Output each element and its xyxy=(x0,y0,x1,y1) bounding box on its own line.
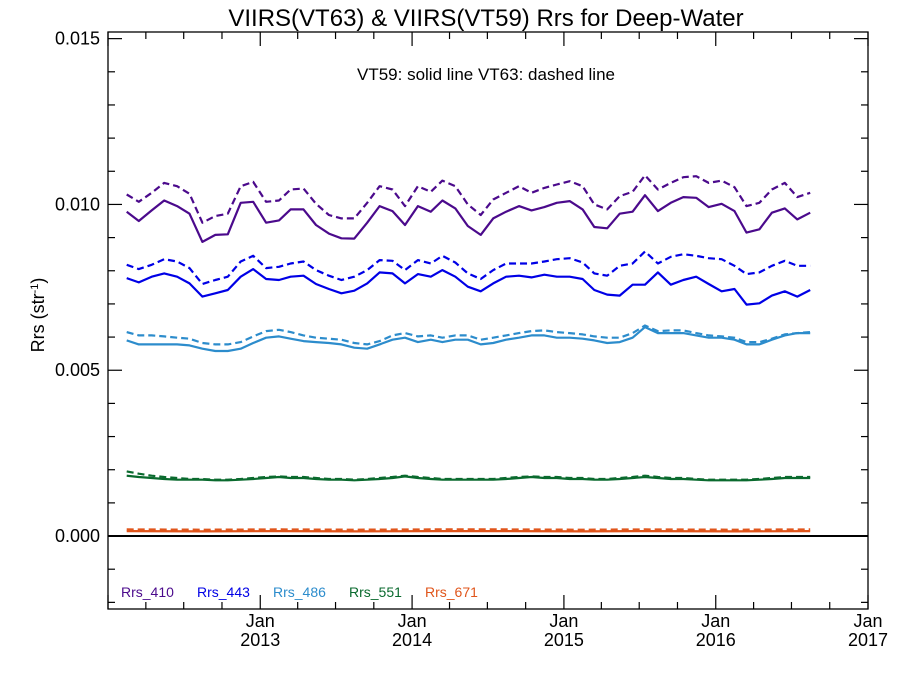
x-tick-month-label: Jan xyxy=(246,611,275,631)
y-tick-label: 0.000 xyxy=(55,526,100,546)
y-tick-label: 0.005 xyxy=(55,360,100,380)
axes-layer xyxy=(107,31,869,610)
series-rrs-486-vt59-line xyxy=(126,326,811,353)
plot-frame xyxy=(107,31,869,610)
y-tick-labels: 0.000 0.005 0.010 0.015 xyxy=(55,29,100,546)
x-tick-year-label: 2017 xyxy=(848,630,888,650)
legend-item-rrs-551: Rrs_551 xyxy=(349,584,402,600)
series-rrs-410-vt59-line xyxy=(126,194,811,243)
series-rrs-486-vt63-line xyxy=(126,324,811,346)
x-tick-month-label: Jan xyxy=(853,611,882,631)
legend-item-rrs-671: Rrs_671 xyxy=(425,584,478,600)
tick-marks xyxy=(107,32,869,609)
x-tick-year-label: 2014 xyxy=(392,630,432,650)
x-tick-month-label: Jan xyxy=(701,611,730,631)
y-axis-label: Rrs (str-1) xyxy=(28,278,48,353)
x-tick-year-label: 2016 xyxy=(696,630,736,650)
series-layer xyxy=(126,174,811,533)
x-tick-year-label: 2015 xyxy=(544,630,584,650)
series-rrs-443-vt63-line xyxy=(126,250,811,286)
chart-title: VIIRS(VT63) & VIIRS(VT59) Rrs for Deep-W… xyxy=(228,5,743,32)
series-rrs-410-vt63-line xyxy=(126,174,811,224)
legend-item-rrs-443: Rrs_443 xyxy=(197,584,250,600)
x-tick-month-label: Jan xyxy=(398,611,427,631)
series-rrs-443-vt59-line xyxy=(126,268,811,306)
line-style-annotation: VT59: solid line VT63: dashed line xyxy=(357,65,615,84)
legend: Rrs_410 Rrs_443 Rrs_486 Rrs_551 Rrs_671 xyxy=(121,584,478,600)
legend-item-rrs-486: Rrs_486 xyxy=(273,584,326,600)
y-tick-label: 0.015 xyxy=(55,29,100,49)
x-tick-month-label: Jan xyxy=(549,611,578,631)
legend-item-rrs-410: Rrs_410 xyxy=(121,584,174,600)
series-rrs-551-vt63-line xyxy=(126,470,811,481)
y-tick-label: 0.010 xyxy=(55,194,100,214)
x-tick-year-label: 2013 xyxy=(240,630,280,650)
